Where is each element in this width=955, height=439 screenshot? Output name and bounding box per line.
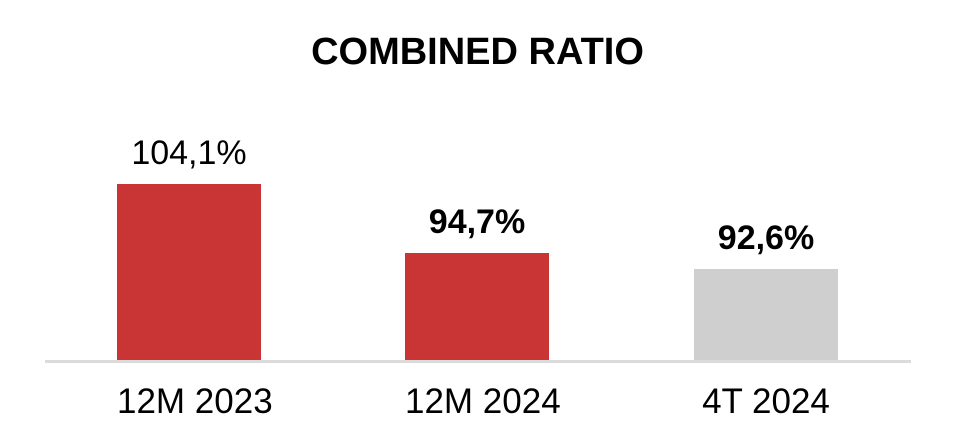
category-label-12m-2023: 12M 2023: [117, 382, 273, 421]
chart-title: COMBINED RATIO: [311, 31, 644, 73]
bar-value-label-12m-2023: 104,1%: [131, 134, 247, 172]
bar-value-label-12m-2024: 94,7%: [428, 203, 526, 241]
bar-12m-2023: [117, 184, 261, 361]
bar-12m-2024: [405, 253, 549, 361]
bar-group-4t-2024: 92,6%: [694, 221, 838, 361]
bar-4t-2024: [694, 269, 838, 361]
bar-value-label-4t-2024: 92,6%: [717, 219, 815, 257]
category-label-4t-2024: 4T 2024: [702, 382, 830, 421]
category-label-12m-2024: 12M 2024: [405, 382, 561, 421]
bar-group-12m-2024: 94,7%: [405, 205, 549, 361]
bar-group-12m-2023: 104,1%: [117, 136, 261, 361]
x-axis-baseline: [45, 360, 911, 363]
